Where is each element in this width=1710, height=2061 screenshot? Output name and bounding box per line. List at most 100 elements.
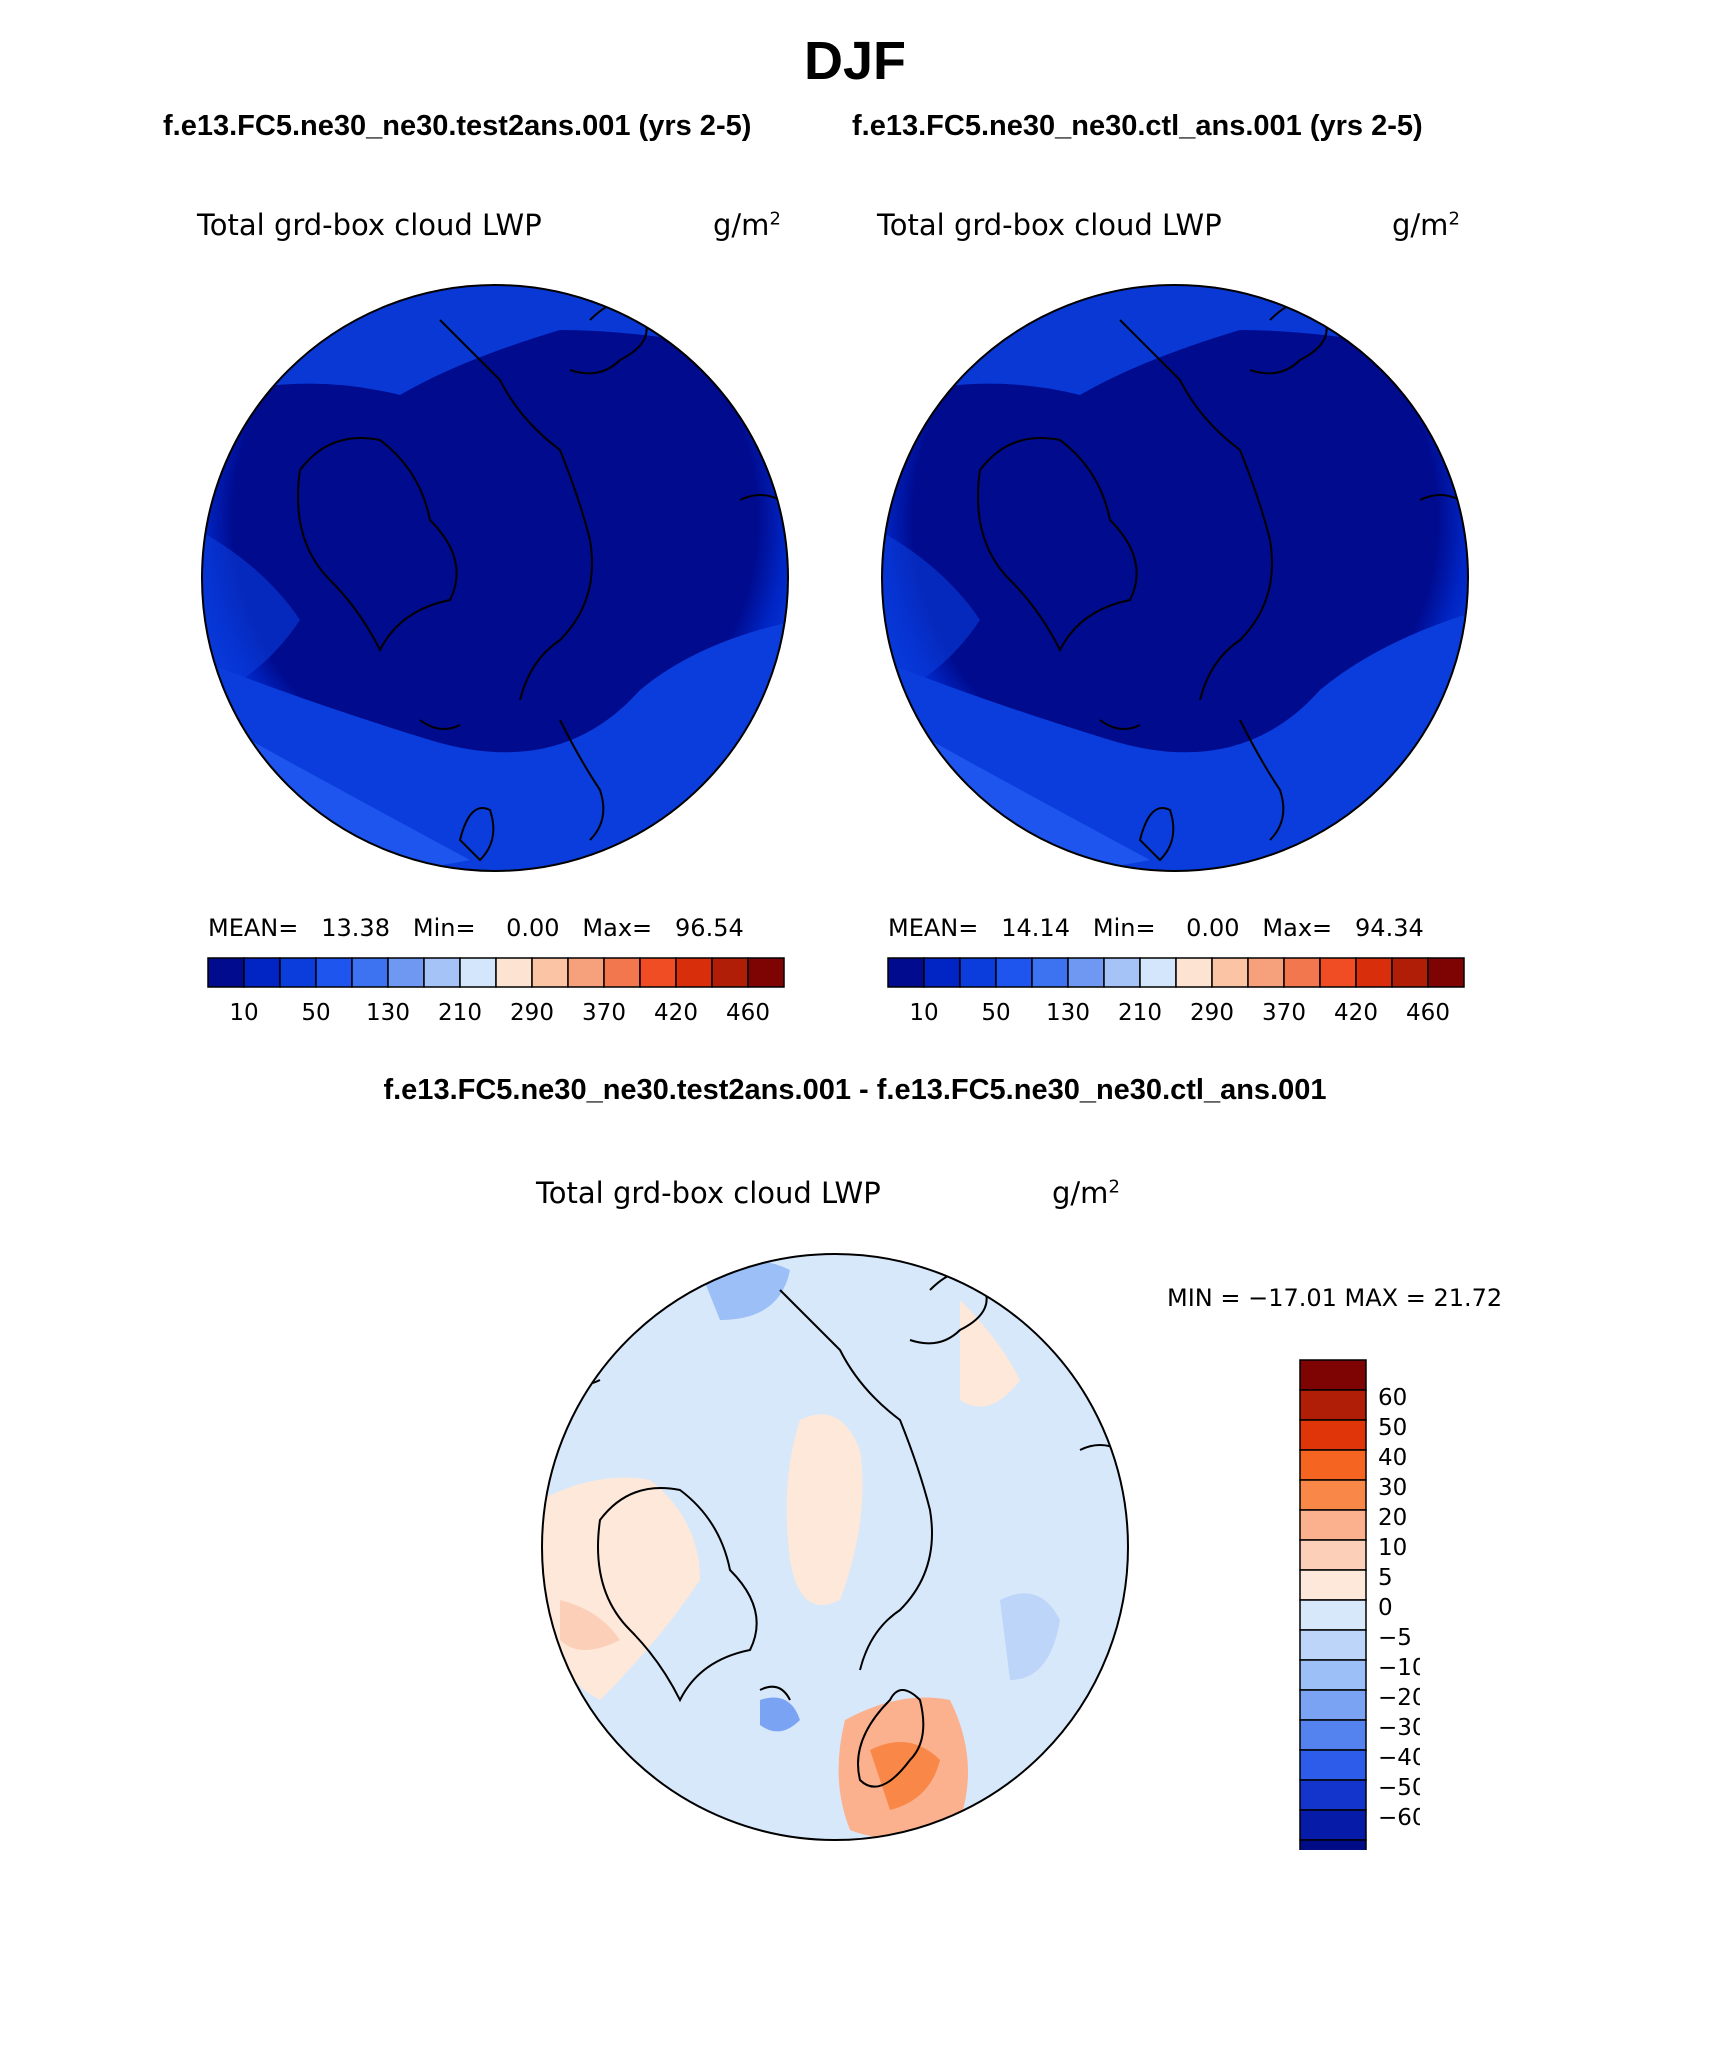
test-colorbar-color-0 (207, 957, 245, 988)
control-colorbar-label-3: 210 (1118, 1000, 1162, 1026)
control-colorbar-color-6 (1103, 957, 1141, 988)
test-colorbar-color-11 (603, 957, 641, 988)
difference-units: g/m2 (1052, 1176, 1120, 1210)
difference-colorbar-color-13 (1299, 1749, 1367, 1781)
difference-minmax: MIN = −17.01 MAX = 21.72 (1167, 1284, 1503, 1312)
difference-colorbar-color-4 (1299, 1479, 1367, 1511)
control-colorbar-color-1 (923, 957, 961, 988)
control-colorbar-color-13 (1355, 957, 1393, 988)
test-colorbar-color-7 (459, 957, 497, 988)
control-mean-value: 14.14 (1001, 914, 1070, 942)
test-colorbar-color-5 (387, 957, 425, 988)
test-colorbar-label-6: 420 (654, 1000, 698, 1026)
difference-colorbar-label-6: 5 (1378, 1565, 1393, 1591)
difference-case-title: f.e13.FC5.ne30_ne30.test2ans.001 - f.e13… (383, 1074, 1327, 1106)
control-colorbar-label-5: 370 (1262, 1000, 1306, 1026)
test-max-value: 96.54 (675, 914, 744, 942)
test-colorbar-color-6 (423, 957, 461, 988)
abs-colorbars: 10 50 130 210 290 370 420 460 10 50 130 210 290 370 4… (207, 957, 1465, 1026)
test-colorbar-label-7: 460 (726, 1000, 770, 1026)
test-colorbar-color-10 (567, 957, 605, 988)
difference-colorbar-label-10: −20 (1378, 1685, 1420, 1711)
difference-colorbar-label-13: −50 (1378, 1775, 1420, 1801)
control-colorbar-color-8 (1175, 957, 1213, 988)
control-colorbar-label-7: 460 (1406, 1000, 1450, 1026)
control-colorbar-color-0 (887, 957, 925, 988)
test-colorbar-color-8 (495, 957, 533, 988)
control-units: g/m2 (1392, 208, 1460, 242)
difference-colorbar-color-0 (1299, 1359, 1367, 1391)
test-colorbar-label-1: 50 (301, 1000, 330, 1026)
difference-colorbar-label-5: 10 (1378, 1535, 1407, 1561)
control-colorbar-label-1: 50 (981, 1000, 1010, 1026)
test-colorbar-color-14 (711, 957, 749, 988)
test-colorbar-color-13 (675, 957, 713, 988)
test-map (201, 284, 789, 872)
test-colorbar-color-1 (243, 957, 281, 988)
test-colorbar-color-15 (747, 957, 785, 988)
control-colorbar-label-2: 130 (1046, 1000, 1090, 1026)
control-colorbar-color-14 (1391, 957, 1429, 988)
difference-colorbar-label-0: 60 (1378, 1385, 1407, 1411)
control-colorbar-color-11 (1283, 957, 1321, 988)
control-map (881, 284, 1469, 872)
control-colorbar-color-9 (1211, 957, 1249, 988)
difference-colorbar-color-16 (1299, 1839, 1367, 1850)
difference-colorbar-color-7 (1299, 1569, 1367, 1601)
control-colorbar-color-7 (1139, 957, 1177, 988)
difference-colorbar-label-3: 30 (1378, 1475, 1407, 1501)
difference-colorbar-color-2 (1299, 1419, 1367, 1451)
difference-colorbar-label-12: −40 (1378, 1745, 1420, 1771)
control-colorbar-color-10 (1247, 957, 1285, 988)
control-colorbar-label-4: 290 (1190, 1000, 1234, 1026)
control-colorbar-color-2 (959, 957, 997, 988)
test-min-value: 0.00 (506, 914, 560, 942)
control-min-value: 0.00 (1186, 914, 1240, 942)
test-colorbar-color-3 (315, 957, 353, 988)
control-colorbar-label-0: 10 (909, 1000, 938, 1026)
control-colorbar-label-6: 420 (1334, 1000, 1378, 1026)
difference-colorbar-label-1: 50 (1378, 1415, 1407, 1441)
difference-colorbar-label-2: 40 (1378, 1445, 1407, 1471)
difference-colorbar-color-15 (1299, 1809, 1367, 1841)
difference-colorbar-color-12 (1299, 1719, 1367, 1751)
control-colorbar-color-12 (1319, 957, 1357, 988)
difference-colorbar-color-10 (1299, 1659, 1367, 1691)
difference-variable-title: Total grd-box cloud LWP (536, 1176, 881, 1210)
control-colorbar-color-5 (1067, 957, 1105, 988)
control-max-value: 94.34 (1355, 914, 1424, 942)
difference-colorbar-color-6 (1299, 1539, 1367, 1571)
difference-colorbar-label-8: −5 (1378, 1625, 1412, 1651)
test-colorbar-label-0: 10 (229, 1000, 258, 1026)
test-case-title: f.e13.FC5.ne30_ne30.test2ans.001 (yrs 2-… (163, 110, 752, 142)
control-colorbar-color-4 (1031, 957, 1069, 988)
control-case-title: f.e13.FC5.ne30_ne30.ctl_ans.001 (yrs 2-5… (852, 110, 1423, 142)
test-colorbar: 10 50 130 210 290 370 420 460 (207, 957, 785, 1026)
test-colorbar-label-3: 210 (438, 1000, 482, 1026)
control-colorbar-color-15 (1427, 957, 1465, 988)
difference-colorbar-label-14: −60 (1378, 1805, 1420, 1831)
difference-colorbar-label-7: 0 (1378, 1595, 1393, 1621)
control-colorbar-color-3 (995, 957, 1033, 988)
difference-colorbar-label-11: −30 (1378, 1715, 1420, 1741)
difference-colorbar-color-9 (1299, 1629, 1367, 1661)
difference-colorbar-label-9: −10 (1378, 1655, 1420, 1681)
test-colorbar-color-4 (351, 957, 389, 988)
control-stats: MEAN= 14.14 Min= 0.00 Max= 94.34 (888, 914, 1424, 942)
difference-colorbar-color-3 (1299, 1449, 1367, 1481)
control-colorbar: 10 50 130 210 290 370 420 460 (887, 957, 1465, 1026)
test-units: g/m2 (713, 208, 781, 242)
test-colorbar-color-12 (639, 957, 677, 988)
test-stats: MEAN= 13.38 Min= 0.00 Max= 96.54 (208, 914, 744, 942)
test-variable-title: Total grd-box cloud LWP (197, 208, 542, 242)
difference-colorbar-color-1 (1299, 1389, 1367, 1421)
difference-colorbar-color-8 (1299, 1599, 1367, 1631)
difference-colorbar-color-11 (1299, 1689, 1367, 1721)
test-colorbar-color-9 (531, 957, 569, 988)
test-colorbar-label-5: 370 (582, 1000, 626, 1026)
test-colorbar-label-4: 290 (510, 1000, 554, 1026)
control-variable-title: Total grd-box cloud LWP (877, 208, 1222, 242)
test-colorbar-label-2: 130 (366, 1000, 410, 1026)
